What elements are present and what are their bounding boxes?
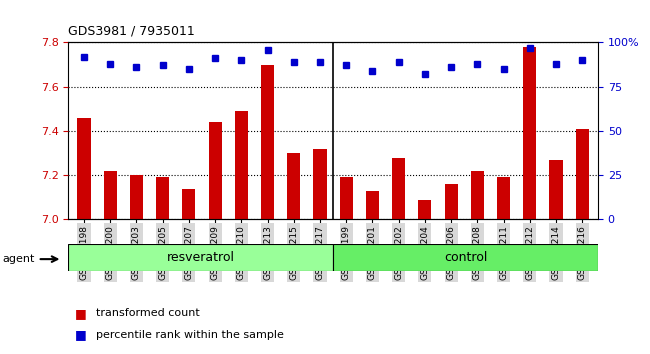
Bar	[68, 244, 333, 271]
Bar	[497, 177, 510, 354]
Bar	[333, 244, 598, 271]
Text: resveratrol: resveratrol	[166, 251, 235, 264]
Bar	[340, 177, 353, 354]
Text: ■: ■	[75, 328, 86, 341]
Bar	[103, 171, 117, 354]
Bar	[77, 118, 90, 354]
Bar	[392, 158, 405, 354]
Bar	[130, 175, 143, 354]
Bar	[445, 184, 458, 354]
Bar	[313, 149, 326, 354]
Text: GDS3981 / 7935011: GDS3981 / 7935011	[68, 24, 195, 37]
Text: ■: ■	[75, 307, 86, 320]
Text: control: control	[444, 251, 488, 264]
Bar	[287, 153, 300, 354]
Bar	[366, 191, 379, 354]
Text: transformed count: transformed count	[96, 308, 200, 318]
Bar	[235, 111, 248, 354]
Bar	[471, 171, 484, 354]
Bar	[523, 47, 536, 354]
Bar	[209, 122, 222, 354]
Bar	[261, 65, 274, 354]
Text: agent: agent	[3, 254, 35, 264]
Bar	[576, 129, 589, 354]
Bar	[156, 177, 169, 354]
Text: percentile rank within the sample: percentile rank within the sample	[96, 330, 284, 339]
Bar	[549, 160, 563, 354]
Bar	[419, 200, 432, 354]
Bar	[183, 189, 196, 354]
